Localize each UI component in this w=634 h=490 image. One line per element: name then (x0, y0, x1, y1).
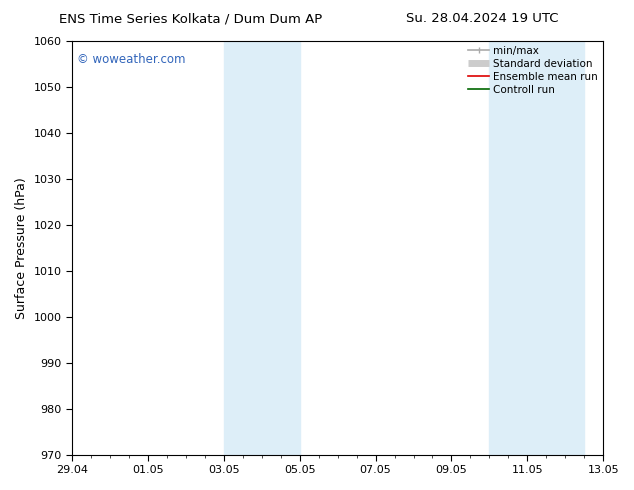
Y-axis label: Surface Pressure (hPa): Surface Pressure (hPa) (15, 177, 28, 318)
Bar (224, 41, 300, 455)
Text: © woweather.com: © woweather.com (77, 53, 186, 67)
Text: Su. 28.04.2024 19 UTC: Su. 28.04.2024 19 UTC (406, 12, 558, 25)
Text: ENS Time Series Kolkata / Dum Dum AP: ENS Time Series Kolkata / Dum Dum AP (58, 12, 322, 25)
Legend: min/max, Standard deviation, Ensemble mean run, Controll run: min/max, Standard deviation, Ensemble me… (466, 44, 600, 97)
Bar (489, 41, 584, 455)
